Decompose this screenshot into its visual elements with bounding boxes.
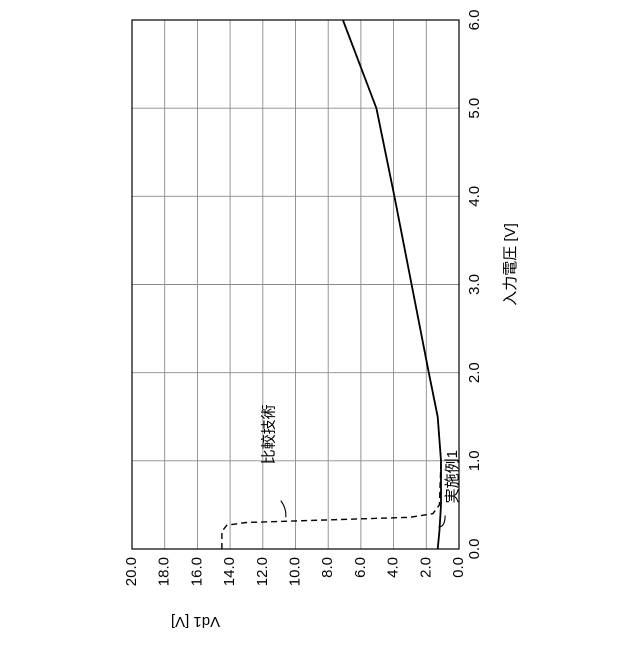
x-tick-label: 2.0 [466,362,483,383]
y-axis-title: Vd1 [V] [171,613,220,630]
annotation-comparative: 比較技術 [259,404,277,464]
y-tick-label: 10.0 [286,557,303,586]
annotation-example1: 実施例1 [444,450,461,503]
y-tick-label: 12.0 [254,557,271,586]
y-tick-label: 4.0 [385,557,402,578]
x-axis-title: 入力電圧 [V] [502,223,519,306]
x-tick-label: 1.0 [466,450,483,471]
x-tick-label: 3.0 [466,274,483,295]
y-tick-label: 18.0 [156,557,173,586]
x-tick-label: 4.0 [466,186,483,207]
y-tick-label: 0.0 [450,557,467,578]
y-tick-label: 8.0 [319,557,336,578]
y-tick-label: 14.0 [221,557,238,586]
x-tick-label: 5.0 [466,98,483,119]
y-tick-label: 20.0 [123,557,140,586]
x-tick-label: 6.0 [466,10,483,31]
y-tick-label: 6.0 [352,557,369,578]
y-tick-label: 2.0 [417,557,434,578]
x-tick-label: 0.0 [466,539,483,560]
y-tick-label: 16.0 [188,557,205,586]
